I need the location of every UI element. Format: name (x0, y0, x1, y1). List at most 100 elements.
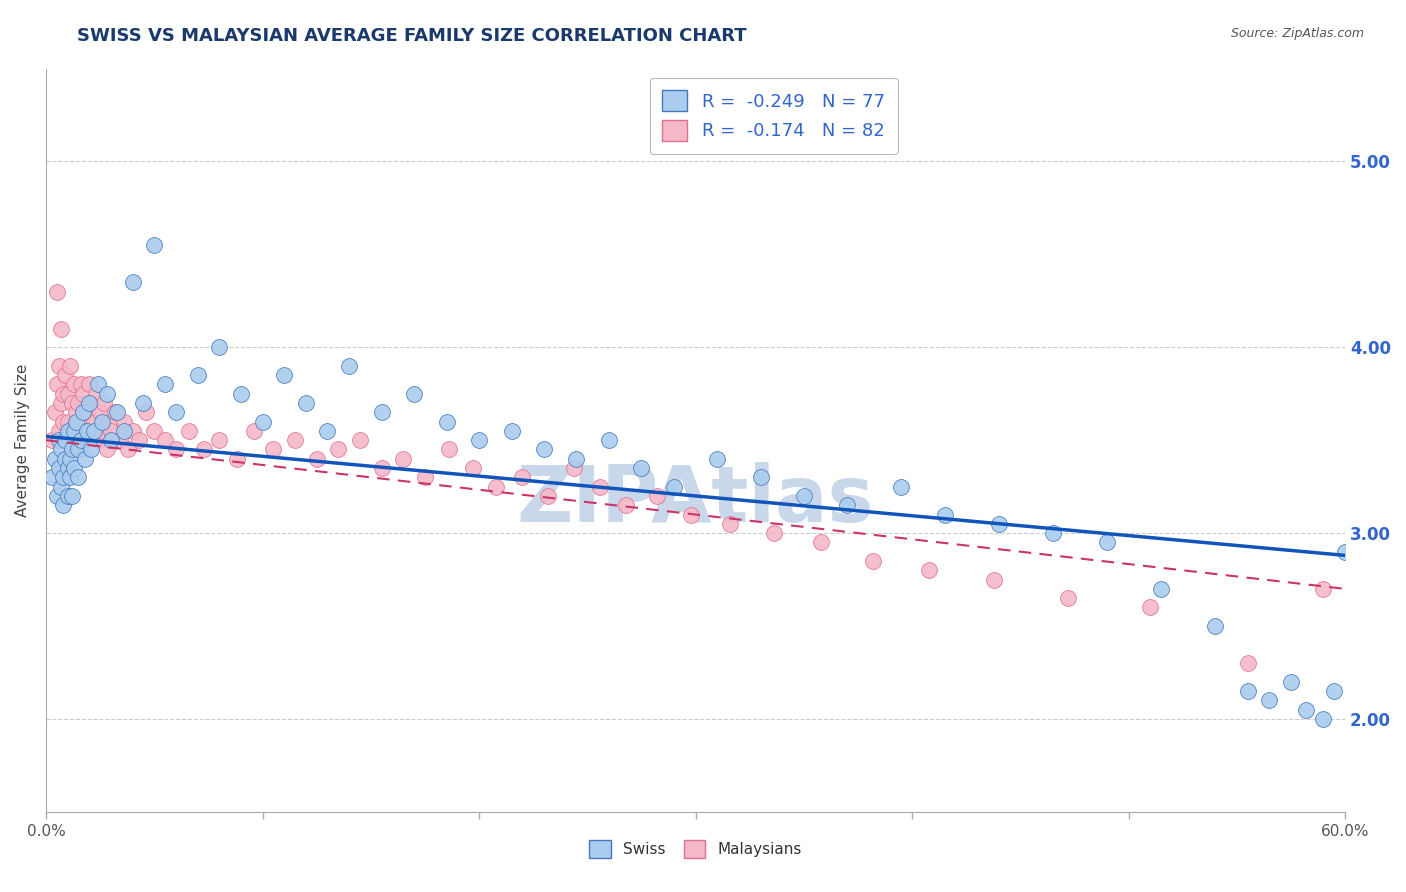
Point (56, 415, 79, 429)
Point (262, 442, 284, 457)
Point (630, 461, 652, 475)
Point (706, 451, 728, 466)
Point (749, 470, 772, 484)
Point (63, 377, 86, 392)
Point (614, 498, 637, 512)
Point (987, 516, 1010, 531)
Point (59, 451, 82, 466)
Point (63, 442, 86, 457)
Point (63, 461, 86, 475)
Point (41, 433, 63, 447)
Point (295, 396, 318, 410)
Text: Source: ZipAtlas.com: Source: ZipAtlas.com (1230, 27, 1364, 40)
Point (83, 415, 105, 429)
Point (56, 489, 79, 503)
Point (93, 396, 115, 410)
Point (72, 386, 94, 401)
Point (1258, 693, 1281, 707)
Point (437, 442, 460, 457)
Point (77, 424, 100, 438)
Point (229, 386, 252, 401)
Point (337, 359, 360, 373)
Point (48, 433, 70, 447)
Point (52, 415, 75, 429)
Point (890, 480, 912, 494)
Point (1295, 703, 1317, 717)
Point (512, 470, 534, 484)
Point (537, 489, 560, 503)
Point (1042, 526, 1064, 541)
Point (934, 508, 956, 522)
Point (112, 415, 135, 429)
Point (468, 433, 491, 447)
Point (165, 405, 187, 419)
Point (77, 377, 100, 392)
Point (1236, 656, 1258, 670)
Point (44, 405, 66, 419)
Y-axis label: Average Family Size: Average Family Size (15, 364, 30, 516)
Point (55, 451, 77, 466)
Point (436, 415, 458, 429)
Point (862, 554, 884, 568)
Point (80, 396, 103, 410)
Point (91, 415, 114, 429)
Point (208, 340, 231, 354)
Point (983, 573, 1005, 587)
Point (165, 442, 187, 457)
Point (56, 386, 79, 401)
Point (1323, 684, 1346, 698)
Point (762, 526, 785, 541)
Point (76, 405, 98, 419)
Point (533, 442, 555, 457)
Point (1150, 582, 1173, 596)
Point (1312, 582, 1334, 596)
Point (52, 498, 75, 512)
Point (565, 451, 588, 466)
Point (65, 415, 87, 429)
Point (143, 424, 166, 438)
Legend: Swiss, Malaysians: Swiss, Malaysians (583, 834, 808, 863)
Point (186, 368, 208, 383)
Point (59, 470, 82, 484)
Point (349, 433, 371, 447)
Point (97, 415, 120, 429)
Point (117, 442, 139, 457)
Point (108, 433, 131, 447)
Point (177, 424, 200, 438)
Point (60, 489, 83, 503)
Point (69, 433, 91, 447)
Point (208, 433, 231, 447)
Point (48, 359, 70, 373)
Point (1279, 674, 1302, 689)
Point (45, 377, 67, 392)
Point (44, 451, 66, 466)
Point (1057, 591, 1080, 606)
Point (252, 415, 274, 429)
Point (63, 424, 86, 438)
Point (128, 433, 150, 447)
Point (72, 405, 94, 419)
Point (48, 424, 70, 438)
Point (55, 433, 77, 447)
Point (837, 498, 859, 512)
Point (562, 461, 585, 475)
Point (84, 386, 107, 401)
Point (1204, 619, 1226, 633)
Point (153, 377, 176, 392)
Point (598, 433, 620, 447)
Point (52, 470, 75, 484)
Point (41, 470, 63, 484)
Point (107, 405, 129, 419)
Point (55, 433, 77, 447)
Point (284, 433, 307, 447)
Point (45, 489, 67, 503)
Point (392, 451, 415, 466)
Point (49, 321, 72, 335)
Point (370, 461, 392, 475)
Point (87, 377, 110, 392)
Point (87, 433, 110, 447)
Point (69, 377, 91, 392)
Point (89, 405, 111, 419)
Point (1312, 712, 1334, 726)
Point (1095, 535, 1118, 549)
